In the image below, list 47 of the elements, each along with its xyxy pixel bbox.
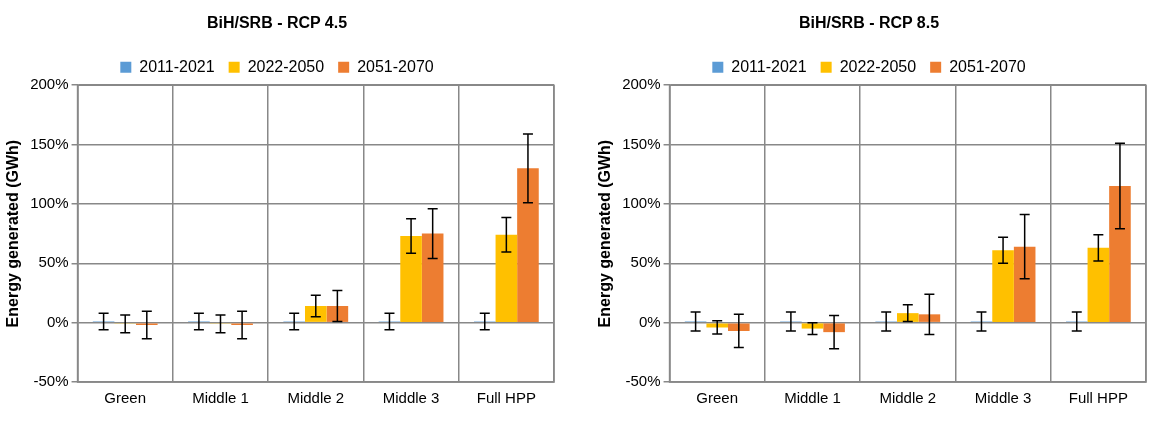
- y-tick-label: 100%: [622, 194, 661, 212]
- y-tick-label: -50%: [625, 372, 661, 390]
- y-axis-title: Energy generated (GWh): [4, 139, 22, 328]
- y-tick-label: 200%: [622, 75, 661, 93]
- x-tick-label: Green: [696, 389, 739, 407]
- y-tick-label: -50%: [33, 372, 69, 390]
- bar: [1087, 247, 1110, 322]
- legend-label: 2011-2021: [139, 57, 215, 75]
- y-tick-label: 50%: [38, 253, 69, 271]
- x-tick-label: Middle 2: [879, 389, 937, 407]
- x-tick-label: Middle 2: [287, 389, 345, 407]
- bar: [918, 314, 941, 322]
- x-tick-label: Full HPP: [476, 389, 536, 407]
- legend-label: 2022-2050: [247, 57, 325, 75]
- x-tick-label: Middle 3: [382, 389, 440, 407]
- y-tick-label: 200%: [30, 75, 69, 93]
- legend-label: 2051-2070: [357, 57, 434, 75]
- y-tick-label: 150%: [622, 134, 661, 152]
- y-tick-label: 100%: [30, 194, 69, 212]
- bar: [728, 323, 750, 331]
- y-axis-title: Energy generated (GWh): [596, 139, 614, 328]
- bar: [992, 250, 1014, 322]
- legend-label: 2022-2050: [839, 57, 917, 75]
- bar: [304, 306, 327, 322]
- legend-label: 2051-2070: [949, 57, 1026, 75]
- x-tick-label: Middle 1: [784, 389, 841, 407]
- bar: [823, 323, 845, 333]
- y-tick-label: 0%: [46, 312, 69, 330]
- bar: [1013, 246, 1036, 322]
- x-tick-label: Green: [104, 389, 147, 407]
- legend-label: 2011-2021: [731, 57, 807, 75]
- bar: [421, 233, 444, 322]
- bar: [517, 168, 539, 322]
- chart-title: BiH/SRB - RCP 8.5: [798, 14, 940, 32]
- y-tick-label: 50%: [630, 253, 661, 271]
- bar: [801, 323, 824, 329]
- bar: [495, 234, 518, 322]
- bar: [326, 306, 349, 322]
- bar: [1109, 186, 1131, 322]
- y-tick-label: 0%: [638, 312, 661, 330]
- x-tick-label: Middle 3: [974, 389, 1032, 407]
- y-tick-label: 150%: [30, 134, 69, 152]
- bar: [400, 235, 422, 322]
- bar: [706, 323, 729, 328]
- chart-title: BiH/SRB - RCP 4.5: [206, 14, 348, 32]
- x-tick-label: Middle 1: [192, 389, 249, 407]
- x-tick-label: Full HPP: [1068, 389, 1128, 407]
